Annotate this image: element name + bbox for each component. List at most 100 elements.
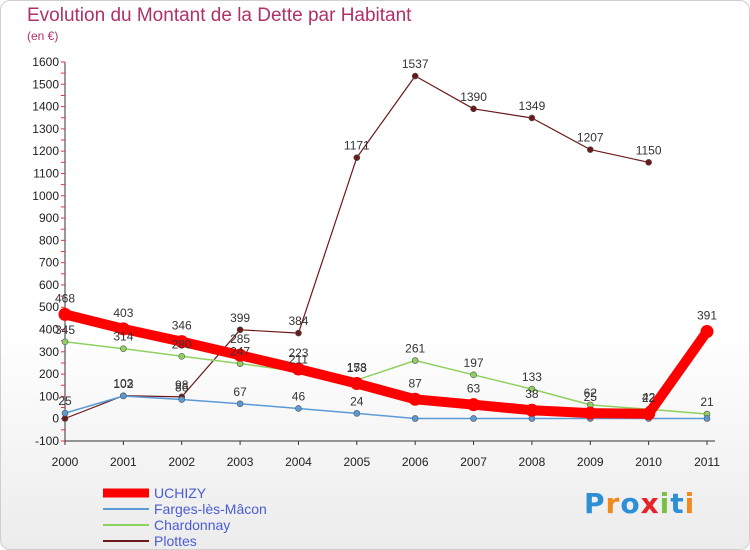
- data-label: 38: [525, 387, 539, 401]
- data-point: [291, 362, 305, 376]
- data-label: 86: [175, 381, 189, 395]
- data-label: 346: [172, 319, 192, 333]
- data-label: 102: [113, 377, 133, 391]
- x-tick-label: 2005: [343, 455, 370, 469]
- y-tick-label: 1500: [32, 77, 59, 91]
- data-label: 261: [405, 342, 425, 356]
- axes: -100 0 100 200 300 400 500 600 700 800 900 1000 1100…: [32, 55, 720, 469]
- data-label: 87: [409, 376, 423, 390]
- data-label: 158: [347, 360, 367, 374]
- data-labels: 468 403 346 285 223 158 87 63 38 25 22 391 25 102 86 67…: [55, 57, 717, 409]
- y-tick-label: 200: [39, 367, 59, 381]
- data-label: 1349: [519, 99, 546, 113]
- x-tick-label: 2003: [227, 455, 254, 469]
- y-tick-label: 0: [52, 412, 59, 426]
- data-point: [120, 392, 127, 400]
- y-tick-label: 700: [39, 256, 59, 270]
- y-tick-label: 600: [39, 278, 59, 292]
- data-label: 62: [584, 386, 598, 400]
- data-label: 345: [55, 323, 75, 337]
- data-label: 63: [467, 382, 481, 396]
- data-label: 468: [55, 291, 75, 305]
- y-tick-label: 1300: [32, 122, 59, 136]
- logo-letter: i: [659, 487, 671, 520]
- data-label: 1171: [344, 139, 370, 153]
- data-point: [470, 105, 477, 113]
- proxiti-logo: Proxiti: [584, 487, 695, 520]
- data-label: 197: [464, 356, 484, 370]
- data-label: 247: [230, 345, 250, 359]
- y-tick-label: 1400: [32, 100, 59, 114]
- y-tick-label: 300: [39, 345, 59, 359]
- data-label: 1390: [460, 90, 487, 104]
- data-label: 98: [175, 378, 189, 392]
- y-tick-label: 400: [39, 323, 59, 337]
- data-label: 67: [233, 385, 247, 399]
- data-label: 314: [113, 330, 133, 344]
- x-tick-label: 2002: [168, 455, 195, 469]
- data-point: [470, 415, 477, 422]
- y-tick-label: 1600: [32, 55, 59, 69]
- data-point: [586, 146, 594, 153]
- data-point: [295, 405, 302, 412]
- data-label: 21: [700, 395, 714, 409]
- data-point: [470, 371, 477, 379]
- data-label: 1207: [577, 131, 604, 145]
- y-tick-label: 1200: [32, 144, 59, 158]
- y-tick-label: 500: [39, 300, 59, 314]
- data-label: 24: [350, 394, 364, 408]
- series-line: [60, 309, 712, 419]
- data-point: [175, 335, 189, 349]
- data-point: [408, 392, 422, 406]
- data-point: [528, 385, 536, 393]
- data-point: [411, 72, 419, 80]
- data-point: [525, 403, 539, 417]
- data-point: [583, 406, 597, 420]
- x-tick-label: 2001: [110, 455, 137, 469]
- data-point: [233, 348, 247, 362]
- data-label: 399: [230, 311, 250, 325]
- x-tick-label: 2004: [285, 455, 312, 469]
- data-label: 25: [584, 390, 598, 404]
- y-tick-label: 100: [39, 389, 59, 403]
- data-label: 391: [697, 309, 717, 323]
- y-tick-label: -100: [35, 434, 59, 448]
- data-point: [178, 396, 186, 403]
- data-point: [700, 325, 714, 339]
- logo-letter: o: [620, 487, 641, 520]
- logo-letter: x: [640, 487, 660, 520]
- data-label: 103: [113, 377, 133, 391]
- data-point: [353, 154, 361, 161]
- data-point: [236, 326, 244, 334]
- data-point: [411, 357, 419, 364]
- data-point: [350, 376, 364, 390]
- y-tick-label: 1100: [33, 166, 59, 180]
- data-point: [236, 400, 244, 408]
- chart-title: Evolution du Montant de la Dette par Hab…: [27, 5, 412, 26]
- data-label: 223: [288, 346, 308, 360]
- x-tick-label: 2010: [635, 455, 662, 469]
- data-label: 280: [172, 337, 192, 351]
- data-point: [467, 398, 481, 412]
- legend-label: Chardonnay: [154, 517, 230, 533]
- data-label: 133: [522, 370, 542, 384]
- data-point: [295, 329, 302, 337]
- data-point: [528, 114, 536, 122]
- logo-letter: i: [684, 487, 696, 520]
- data-label: 285: [230, 332, 250, 346]
- series-line: [64, 341, 708, 415]
- series-line: [64, 395, 708, 420]
- data-label: 25: [58, 394, 72, 408]
- x-tick-label: 2007: [460, 455, 487, 469]
- data-label: 1150: [636, 143, 662, 157]
- data-label: 46: [292, 389, 306, 403]
- x-tick-label: 2000: [52, 455, 79, 469]
- series-layer: [58, 72, 714, 422]
- data-point: [645, 159, 652, 166]
- data-label: 211: [289, 353, 308, 367]
- legend-label: Farges-lès-Mâcon: [154, 501, 267, 517]
- logo-letter: P: [584, 487, 606, 520]
- x-tick-label: 2011: [694, 455, 720, 469]
